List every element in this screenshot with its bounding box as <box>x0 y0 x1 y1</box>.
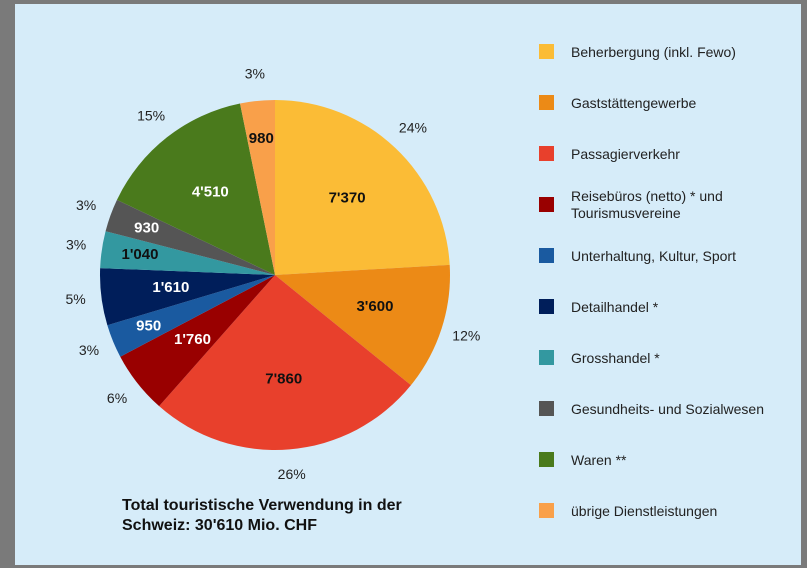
legend-label: Grosshandel * <box>571 349 660 366</box>
legend-label: Reisebüros (netto) * und Tourismusverein… <box>571 188 723 221</box>
legend-entry: Gaststättengewerbe <box>539 81 801 132</box>
pie-slice <box>100 231 275 275</box>
slice-value-label: 980 <box>249 130 274 147</box>
legend-label: Waren ** <box>571 451 627 468</box>
legend-entry: Waren ** <box>539 438 801 489</box>
slice-value-label: 7'860 <box>265 371 302 388</box>
slice-value-label: 3'600 <box>356 298 393 315</box>
legend-swatch <box>539 44 554 59</box>
chart-panel: 7'370 24% 3'600 12% 7'860 26% 1'760 6% 950 3% 1'61… <box>15 4 801 565</box>
legend-entry: übrige Dienstleistungen <box>539 489 801 540</box>
legend-swatch <box>539 452 554 467</box>
legend-swatch <box>539 197 554 212</box>
pie-slice <box>105 199 275 275</box>
slice-value-label: 930 <box>134 219 159 236</box>
slice-percent-label: 3% <box>76 197 96 213</box>
legend-entry: Grosshandel * <box>539 336 801 387</box>
legend-label: Detailhandel * <box>571 298 659 315</box>
slice-percent-label: 26% <box>278 466 306 482</box>
slice-percent-label: 24% <box>399 120 427 136</box>
legend-label: Passagierverkehr <box>571 145 680 162</box>
slice-value-label: 7'370 <box>329 190 366 207</box>
legend-swatch <box>539 146 554 161</box>
slice-value-label: 1'760 <box>174 331 211 348</box>
slice-value-label: 1'610 <box>152 279 189 296</box>
legend-entry: Passagierverkehr <box>539 132 801 183</box>
legend: Beherbergung (inkl. Fewo) Gaststättengewe… <box>539 30 801 540</box>
slice-percent-label: 3% <box>79 342 99 358</box>
legend-entry: Gesundheits- und Sozialwesen <box>539 387 801 438</box>
legend-swatch <box>539 350 554 365</box>
slice-value-label: 950 <box>136 318 161 335</box>
legend-entry: Unterhaltung, Kultur, Sport <box>539 234 801 285</box>
pie-slice <box>159 275 411 450</box>
slice-value-label: 1'040 <box>121 246 158 263</box>
legend-swatch <box>539 299 554 314</box>
slice-percent-label: 5% <box>65 291 85 307</box>
legend-swatch <box>539 248 554 263</box>
legend-entry: Detailhandel * <box>539 285 801 336</box>
legend-swatch <box>539 503 554 518</box>
chart-title: Total touristische Verwendung in der Sch… <box>122 497 402 534</box>
pie-slice <box>116 103 275 275</box>
pie-slice <box>240 100 275 275</box>
pie-slice <box>275 100 450 275</box>
slice-value-label: 4'510 <box>192 183 229 200</box>
slice-percent-label: 12% <box>452 327 480 343</box>
legend-swatch <box>539 401 554 416</box>
slice-percent-label: 15% <box>137 107 165 123</box>
pie-slice <box>100 268 276 326</box>
pie-chart: 7'370 24% 3'600 12% 7'860 26% 1'760 6% 950 3% 1'61… <box>65 66 480 482</box>
slice-percent-label: 3% <box>245 66 265 82</box>
pie-slice <box>107 275 275 357</box>
pie-slice <box>275 264 450 386</box>
slice-percent-label: 3% <box>66 236 86 252</box>
legend-label: Unterhaltung, Kultur, Sport <box>571 247 736 264</box>
legend-label: Beherbergung (inkl. Fewo) <box>571 43 736 60</box>
legend-swatch <box>539 95 554 110</box>
legend-entry: Beherbergung (inkl. Fewo) <box>539 30 801 81</box>
legend-label: übrige Dienstleistungen <box>571 502 718 519</box>
slice-percent-label: 6% <box>107 390 127 406</box>
legend-label: Gesundheits- und Sozialwesen <box>571 400 765 417</box>
legend-entry: Reisebüros (netto) * und Tourismusverein… <box>539 183 801 234</box>
pie-slice <box>120 275 275 407</box>
legend-label: Gaststättengewerbe <box>571 94 697 111</box>
